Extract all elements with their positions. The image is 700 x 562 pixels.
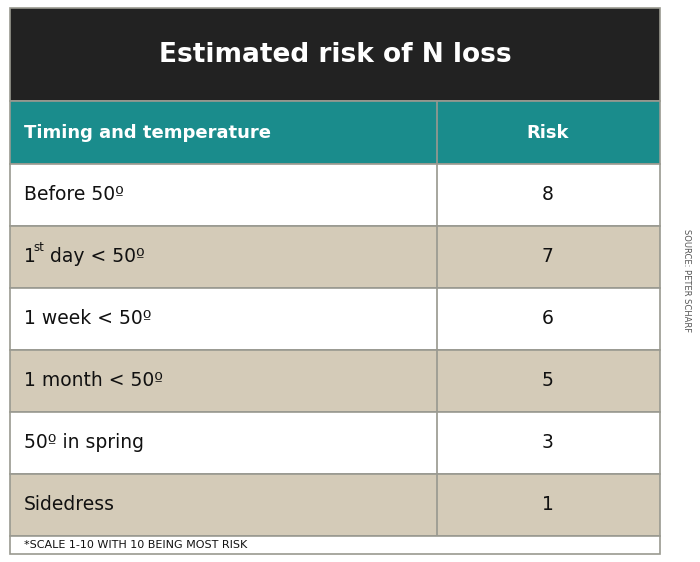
Text: st: st bbox=[33, 241, 44, 254]
Text: Sidedress: Sidedress bbox=[24, 496, 115, 514]
Text: 1 week < 50º: 1 week < 50º bbox=[24, 310, 151, 329]
Text: 8: 8 bbox=[542, 185, 554, 205]
Bar bbox=[10, 350, 660, 412]
Bar bbox=[435, 164, 438, 226]
Bar bbox=[10, 226, 660, 288]
Bar bbox=[435, 412, 438, 474]
Text: 1 month < 50º: 1 month < 50º bbox=[24, 371, 163, 391]
Text: SOURCE: PETER SCHARF: SOURCE: PETER SCHARF bbox=[682, 229, 692, 333]
Text: Timing and temperature: Timing and temperature bbox=[24, 124, 271, 142]
Text: 3: 3 bbox=[542, 433, 554, 452]
Text: Risk: Risk bbox=[526, 124, 569, 142]
Text: 7: 7 bbox=[542, 247, 554, 266]
Bar bbox=[10, 8, 660, 101]
Text: *SCALE 1-10 WITH 10 BEING MOST RISK: *SCALE 1-10 WITH 10 BEING MOST RISK bbox=[24, 540, 247, 550]
Bar bbox=[10, 164, 660, 226]
Bar bbox=[435, 101, 438, 164]
Text: 50º in spring: 50º in spring bbox=[24, 433, 144, 452]
Text: Before 50º: Before 50º bbox=[24, 185, 124, 205]
Bar bbox=[435, 474, 438, 536]
Bar bbox=[10, 474, 660, 536]
Text: 1: 1 bbox=[542, 496, 554, 514]
Bar bbox=[435, 350, 438, 412]
Text: 1: 1 bbox=[24, 247, 36, 266]
Bar bbox=[10, 412, 660, 474]
Bar bbox=[10, 536, 660, 554]
Text: Estimated risk of N loss: Estimated risk of N loss bbox=[159, 42, 511, 67]
Text: 6: 6 bbox=[542, 310, 554, 329]
Bar bbox=[10, 101, 660, 164]
Text: 5: 5 bbox=[542, 371, 554, 391]
Bar bbox=[10, 288, 660, 350]
Bar bbox=[435, 288, 438, 350]
Bar bbox=[435, 226, 438, 288]
Text: day < 50º: day < 50º bbox=[44, 247, 145, 266]
